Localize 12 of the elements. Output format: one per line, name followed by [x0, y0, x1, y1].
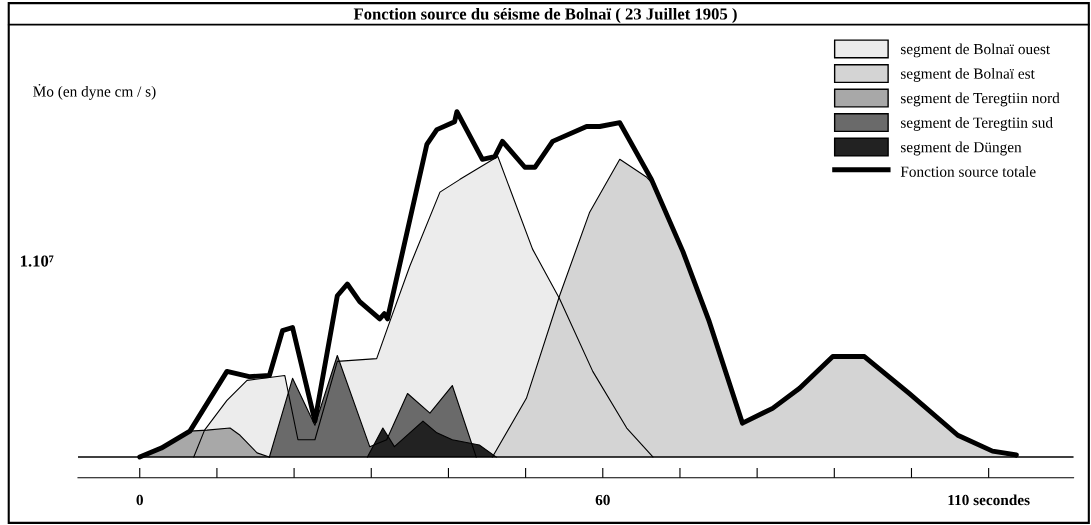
- y-axis-title: Ṁo (en dyne cm / s): [33, 83, 156, 100]
- legend-label: segment de Düngen: [900, 141, 1022, 156]
- legend-label: segment de Teregtiin sud: [900, 117, 1053, 131]
- legend-label: segment de Bolnaï est: [900, 67, 1035, 82]
- x-tick-label: 0: [136, 494, 143, 506]
- chart-title: Fonction source du séisme de Bolnaï ( 23 Juillet 1905 ): [353, 7, 737, 24]
- legend-label: segment de Bolnaï ouest: [900, 43, 1051, 58]
- legend-label: segment de Teregtiin nord: [900, 92, 1060, 107]
- legend-label: Fonction source totale: [900, 166, 1036, 177]
- x-tick-label: 60: [595, 494, 610, 506]
- text: 1.10⁷: [20, 255, 54, 267]
- x-tick-label: 110 secondes: [948, 494, 1030, 506]
